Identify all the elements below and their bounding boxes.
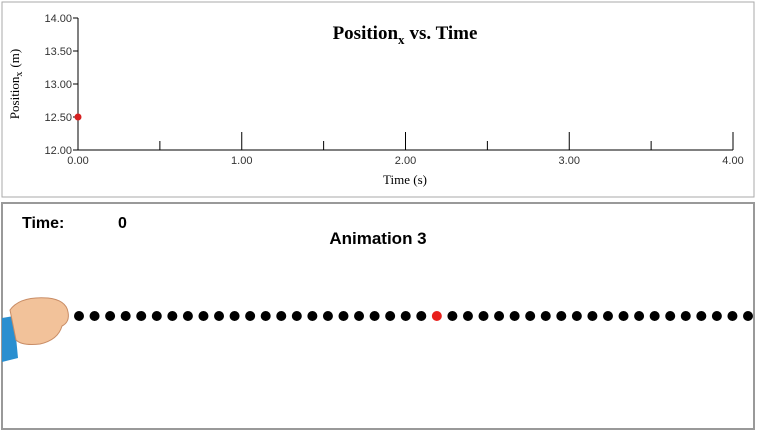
particle	[276, 311, 287, 321]
particle	[602, 311, 613, 321]
title-rest: vs. Time	[410, 23, 478, 44]
particle	[245, 311, 256, 321]
data-point	[74, 113, 82, 121]
particle	[151, 311, 162, 321]
particle	[354, 311, 365, 321]
x-tick-label: 4.00	[722, 155, 743, 167]
particle	[400, 311, 411, 321]
particle	[478, 311, 489, 321]
particle	[447, 311, 458, 321]
particle	[665, 311, 676, 321]
y-label-rest: (m)	[7, 49, 22, 68]
particle	[494, 311, 505, 321]
x-axis-label: Time (s)	[383, 172, 427, 187]
particle	[120, 311, 131, 321]
x-tick-label: 1.00	[231, 155, 252, 167]
time-label: Time:	[22, 215, 64, 232]
particle	[743, 311, 753, 321]
x-tick-label: 2.00	[395, 155, 416, 167]
x-tick-label: 0.00	[67, 155, 88, 167]
y-label-subscript: x	[14, 72, 25, 77]
particle	[556, 311, 567, 321]
particle	[680, 311, 691, 321]
particle	[416, 311, 427, 321]
animation-title: Animation 3	[329, 229, 426, 248]
particle	[385, 311, 396, 321]
y-label-text: Position	[7, 76, 22, 119]
title-text: Position	[333, 23, 399, 44]
y-tick-label: 12.00	[44, 145, 72, 157]
particle	[260, 311, 271, 321]
particle	[322, 311, 333, 321]
y-tick-label: 13.50	[44, 46, 72, 58]
y-tick-label: 13.00	[44, 79, 72, 91]
particle	[525, 311, 536, 321]
particle	[462, 311, 473, 321]
particle	[167, 311, 178, 321]
chart-title: Positionx vs. Time	[333, 23, 478, 47]
hand	[2, 297, 69, 362]
y-tick-label: 14.00	[44, 13, 72, 25]
particle	[214, 311, 225, 321]
particle	[74, 311, 84, 321]
particle	[618, 311, 629, 321]
particle	[182, 311, 193, 321]
particle	[136, 311, 147, 321]
particle	[291, 311, 302, 321]
particle	[634, 311, 645, 321]
particle	[198, 311, 209, 321]
particle	[540, 311, 551, 321]
particle	[571, 311, 582, 321]
particle	[509, 311, 520, 321]
particle	[229, 311, 240, 321]
graph-panel	[1, 1, 755, 198]
particle	[696, 311, 707, 321]
particle	[727, 311, 738, 321]
particle-chain	[74, 311, 753, 321]
title-subscript: x	[398, 32, 405, 47]
x-tick-label: 3.00	[559, 155, 580, 167]
particle	[711, 311, 722, 321]
particle	[338, 311, 349, 321]
y-axis-label: Positionx (m)	[7, 49, 25, 119]
particle	[105, 311, 116, 321]
particle	[307, 311, 318, 321]
particle	[587, 311, 598, 321]
time-value: 0	[118, 215, 127, 232]
particle	[649, 311, 660, 321]
highlighted-particle	[431, 311, 442, 321]
y-tick-label: 12.50	[44, 112, 72, 124]
fist	[9, 297, 69, 345]
particle	[369, 311, 380, 321]
particle	[89, 311, 100, 321]
